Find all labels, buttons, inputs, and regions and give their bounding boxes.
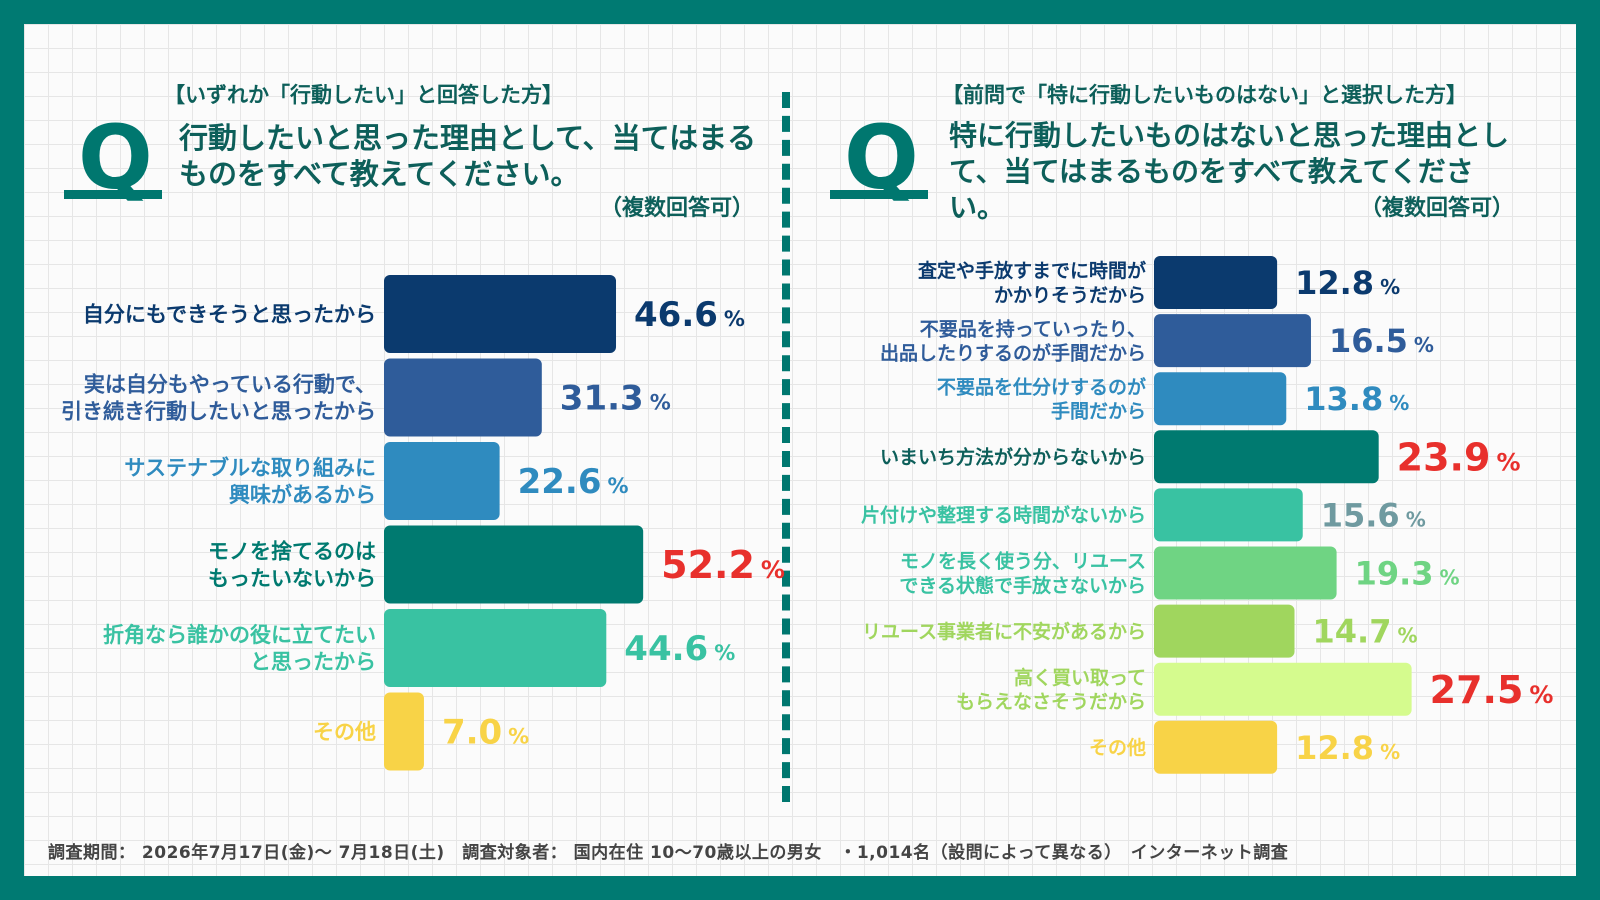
right-category-label-4: いまいち方法が分からないから (880, 446, 1146, 469)
right-bar-9 (1154, 720, 1278, 774)
right-value-label-5: 15.6 (1321, 496, 1400, 534)
left-unit-label-1: % (724, 307, 745, 331)
right-bar-3 (1154, 372, 1287, 426)
left-unit-label-2: % (650, 391, 671, 415)
right-category-label-5: 片付けや整理する時間がないから (861, 504, 1146, 527)
survey-footer: 調査期間： 2026年7月17日(金)〜 7月18日(土) 調査対象者： 国内在… (48, 843, 1289, 863)
left-category-label-3-line2: 興味があるから (229, 483, 376, 507)
right-question-text: 特に行動したいものはないと思った理由として、当てはまるものをすべて教えてください… (949, 119, 1510, 224)
left-value-label-4: 52.2 (661, 543, 755, 587)
right-unit-label-7: % (1397, 624, 1417, 648)
right-value-label-8: 27.5 (1430, 668, 1524, 712)
right-bar-6 (1154, 546, 1337, 600)
right-bar-1 (1154, 256, 1278, 309)
left-category-label-2-line2: 引き続き行動したいと思ったから (61, 400, 376, 424)
right-value-label-2: 16.5 (1329, 322, 1408, 360)
right-unit-label-9: % (1380, 740, 1400, 764)
right-category-label-6-line2: できる状態で手放さないから (899, 574, 1146, 597)
q-underline-left (64, 190, 162, 199)
left-unit-label-6: % (508, 725, 529, 749)
left-bar-4 (384, 525, 644, 604)
right-value-label-9: 12.8 (1295, 729, 1374, 767)
right-category-label-3-line2: 手間だから (1051, 400, 1146, 423)
right-value-label-4: 23.9 (1397, 435, 1491, 479)
right-category-label-2-line1: 不要品を持っていったり、 (920, 317, 1146, 340)
right-bar-4 (1154, 430, 1379, 484)
left-category-label-5-line2: と思ったから (250, 650, 376, 674)
left-question-text: 行動したいと思った理由として、当てはまるものをすべて教えてください。 (179, 121, 757, 191)
left-bar-6 (384, 692, 424, 771)
right-unit-label-2: % (1414, 333, 1434, 357)
right-target-text: 【前問で「特に行動したいものはない」と選択した方】 (942, 83, 1467, 107)
right-value-label-1: 12.8 (1295, 264, 1374, 302)
center-divider (782, 92, 790, 802)
right-unit-label-1: % (1380, 275, 1400, 299)
q-icon-left: Q (78, 106, 153, 209)
right-category-label-2-line2: 出品したりするのが手間だから (880, 342, 1146, 365)
right-unit-label-8: % (1529, 681, 1553, 709)
left-value-label-2: 31.3 (560, 379, 644, 419)
left-note-text: （複数回答可） (599, 196, 754, 221)
right-unit-label-3: % (1389, 391, 1409, 415)
left-category-label-1: 自分にもできそうと思ったから (83, 303, 376, 327)
left-category-label-5-line1: 折角なら誰かの役に立てたい (103, 623, 376, 647)
left-bar-1 (384, 275, 617, 353)
right-category-label-1-line1: 査定や手放すまでに時間が (917, 259, 1146, 282)
right-bar-8 (1154, 662, 1412, 716)
right-bar-7 (1154, 604, 1295, 658)
left-category-label-2-line1: 実は自分もやっている行動で、 (84, 373, 376, 397)
left-value-label-3: 22.6 (518, 462, 602, 502)
right-value-label-6: 19.3 (1355, 555, 1434, 593)
right-note-text: （複数回答可） (1359, 196, 1514, 221)
left-category-label-4-line2: もったいないから (208, 567, 376, 591)
right-category-label-9: その他 (1089, 736, 1146, 759)
left-value-label-1: 46.6 (634, 295, 718, 335)
right-category-label-1-line2: かかりそうだから (994, 285, 1146, 307)
right-value-label-3: 13.8 (1304, 380, 1383, 418)
left-unit-label-5: % (714, 641, 735, 665)
left-target-text: 【いずれか「行動したい」と回答した方】 (164, 83, 563, 107)
q-underline-right (830, 190, 928, 199)
q-icon-right: Q (844, 106, 919, 209)
left-category-label-3-line1: サステナブルな取り組みに (124, 456, 376, 480)
right-category-label-6-line1: モノを長く使う分、リユース (900, 551, 1146, 573)
right-category-label-8-line1: 高く買い取って (1014, 666, 1146, 689)
left-unit-label-4: % (761, 556, 785, 584)
left-bar-2 (384, 358, 542, 437)
left-category-label-4-line1: モノを捨てるのは (208, 540, 376, 564)
right-category-label-3-line1: 不要品を仕分けするのが (937, 375, 1146, 398)
right-unit-label-4: % (1496, 448, 1520, 476)
right-category-label-8-line2: もらえなさそうだから (956, 691, 1146, 713)
right-bar-5 (1154, 488, 1303, 542)
left-bar-5 (384, 609, 607, 687)
left-category-label-6: その他 (313, 720, 376, 744)
right-category-label-7: リユース事業者に不安があるから (862, 620, 1146, 643)
right-unit-label-6: % (1440, 566, 1460, 590)
right-value-label-7: 14.7 (1313, 613, 1392, 651)
left-value-label-5: 44.6 (624, 629, 708, 669)
left-unit-label-3: % (608, 474, 629, 498)
right-unit-label-5: % (1406, 507, 1426, 531)
right-bar-2 (1154, 314, 1311, 368)
left-bar-3 (384, 442, 500, 520)
left-value-label-6: 7.0 (442, 713, 502, 753)
